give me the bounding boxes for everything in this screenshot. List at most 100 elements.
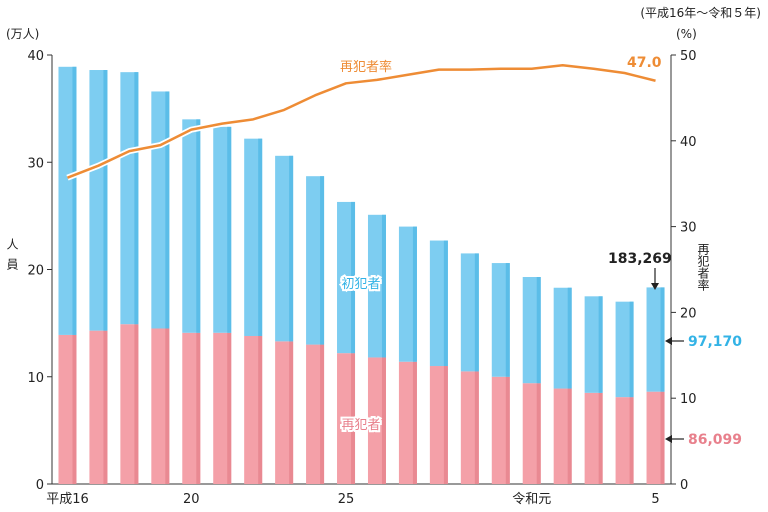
bar-first-offender [522,277,541,384]
bar-repeat-offender [553,388,572,484]
bar-first-offender [244,138,263,336]
bar-repeat-offender-shade [134,324,139,484]
bar-repeat-offender [615,397,634,484]
bar-repeat-offender-shade [351,353,356,484]
total-value-label: 183,269 [608,251,672,267]
bar-repeat-offender [337,353,356,484]
right-tick-label: 40 [680,135,697,150]
bar-repeat-offender [58,334,77,484]
bar-first-offender-shade [320,176,325,345]
bar-repeat-offender-shade [196,332,201,484]
bar-first-offender-shade [103,70,108,331]
legend-rate: 再犯者率 [340,59,392,75]
bar-repeat-offender [182,332,201,484]
bar-first-offender [615,301,634,398]
bar-repeat-offender [491,376,510,484]
x-tick-label: 平成16 [46,492,89,507]
right-tick-label: 10 [680,392,697,407]
first-offender-arrowhead [665,337,672,345]
bar-repeat-offender [398,361,417,484]
bar-first-offender-shade [289,155,294,342]
total-arrowhead [651,283,659,290]
bar-repeat-offender [429,366,448,484]
bar-first-offender [429,240,448,367]
first-offender-value-label: 97,170 [688,334,742,350]
bar-first-offender [367,214,386,358]
bar-first-offender-shade [505,263,510,377]
right-axis-label: 再犯者率 [696,243,710,291]
bar-repeat-offender [460,371,479,484]
bar-repeat-offender-shade [567,388,572,484]
bar-repeat-offender [244,335,263,484]
bar-first-offender [182,119,201,333]
bar-first-offender [306,176,325,345]
bar-first-offender-shade [598,296,603,393]
bar-first-offender-shade [536,277,541,384]
bar-first-offender-shade [567,287,572,389]
bar-repeat-offender-shade [443,366,448,484]
bar-repeat-offender-shade [598,392,603,484]
bar-repeat-offender-shade [72,334,77,484]
right-tick-label: 30 [680,221,697,236]
x-tick-label: 5 [651,492,659,507]
bar-first-offender [553,287,572,389]
bar-repeat-offender [89,330,108,484]
bar-first-offender [275,155,294,342]
bar-repeat-offender-shade [165,328,170,484]
bar-first-offender-shade [72,66,77,335]
legend-repeat-offender: 再犯者 [341,418,380,433]
period-note: (平成16年～令和５年) [640,5,761,20]
bar-repeat-offender [120,324,139,484]
bar-repeat-offender-shade [289,341,294,484]
repeat-offender-value-label: 86,099 [688,432,742,448]
bar-first-offender [151,91,170,329]
bar-repeat-offender-shade [629,397,634,484]
bar-first-offender [337,201,356,354]
bar-first-offender-shade [134,72,139,325]
bar-first-offender [120,72,139,325]
bar-first-offender-shade [165,91,170,329]
bar-first-offender [89,70,108,331]
bar-repeat-offender-shade [474,371,479,484]
left-tick-label: 0 [36,478,44,493]
x-axis-ticks: 平成16 20 25 令和元 5 [46,492,659,507]
x-tick-label: 25 [338,492,355,507]
right-tick-label: 20 [680,306,697,321]
bar-first-offender-shade [474,253,479,372]
rate-value-label: 47.0 [627,55,662,71]
left-tick-label: 10 [27,371,44,386]
bar-first-offender-shade [351,201,356,354]
right-tick-label: 50 [680,49,697,64]
legend-first-offender: 初犯者 [341,277,380,292]
rate-line-group [66,62,657,181]
bar-first-offender [584,296,603,393]
bar-repeat-offender-shade [258,335,263,484]
bars [58,66,665,484]
bar-repeat-offender-shade [412,361,417,484]
bar-repeat-offender-shade [505,376,510,484]
bar-first-offender-shade [227,126,232,333]
bar-repeat-offender [213,332,232,484]
rate-line [67,64,656,179]
bar-repeat-offender-shade [381,357,386,484]
bar-first-offender-shade [381,214,386,358]
bar-repeat-offender-shade [227,332,232,484]
bar-repeat-offender-shade [103,330,108,484]
bar-repeat-offender [522,383,541,484]
left-axis-ticks: 0 10 20 30 40 [27,49,52,493]
bar-first-offender-shade [629,301,634,398]
bar-repeat-offender [151,328,170,484]
bar-first-offender-shade [443,240,448,367]
bar-repeat-offender [275,341,294,484]
left-tick-label: 40 [27,49,44,64]
bar-first-offender-shade [258,138,263,336]
bar-repeat-offender [306,344,325,484]
left-tick-label: 30 [27,156,44,171]
right-tick-label: 0 [680,478,688,493]
bar-first-offender-shade [196,119,201,333]
x-tick-label: 20 [183,492,200,507]
bar-repeat-offender [584,392,603,484]
left-axis-unit: (万人) [6,27,39,41]
right-axis-ticks: 0 10 20 30 40 50 [671,49,697,493]
